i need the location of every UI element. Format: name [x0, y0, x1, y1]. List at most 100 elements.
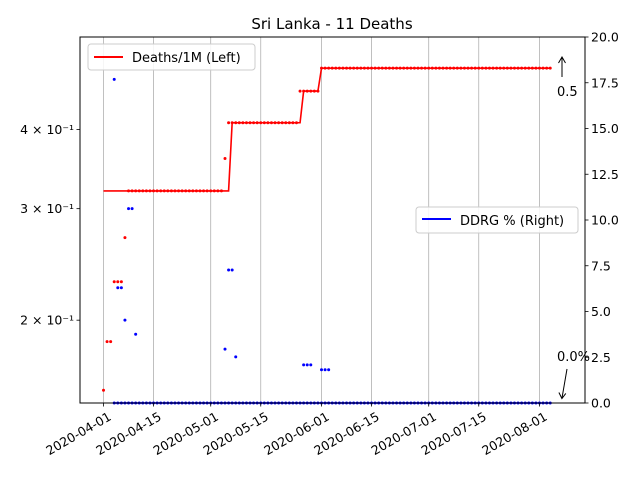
x-axis: 2020-04-012020-04-152020-05-012020-05-15…: [43, 403, 550, 458]
series-point-0: [362, 66, 366, 70]
series-point-0: [548, 66, 552, 70]
series-point-1: [323, 368, 327, 372]
series-point-1: [234, 355, 238, 359]
series-point-1: [302, 363, 306, 367]
series-point-0: [266, 121, 270, 125]
annotation-right-arrowhead: [558, 392, 567, 400]
series-point-1: [223, 347, 227, 351]
series-point-0: [398, 66, 402, 70]
series-point-0: [312, 89, 316, 93]
series-point-0: [480, 66, 484, 70]
legend-left-box: [87, 43, 256, 71]
series-point-0: [287, 121, 291, 125]
series-point-0: [409, 66, 413, 70]
y-left-tick-label: 4 × 10⁻¹: [20, 122, 74, 137]
series-point-0: [198, 189, 202, 193]
x-tick-label: 2020-08-01: [479, 409, 549, 458]
series-point-0: [173, 189, 177, 193]
annotation-right-arrow: [561, 368, 568, 399]
series-point-0: [209, 189, 213, 193]
series-point-0: [430, 66, 434, 70]
y-right-tick-label: 20.0: [591, 30, 619, 45]
legend-left: Deaths/1M (Left): [87, 43, 256, 71]
series-point-1: [130, 207, 134, 211]
series-point-0: [377, 66, 381, 70]
series-point-0: [470, 66, 474, 70]
series-point-0: [391, 66, 395, 70]
annotation-left-arrowhead: [558, 56, 566, 64]
series-point-0: [334, 66, 338, 70]
series-point-1: [116, 286, 120, 290]
series-point-0: [123, 236, 127, 240]
y-right-tick-label: 12.5: [591, 167, 619, 182]
series-point-0: [244, 121, 248, 125]
y-right-tick-label: 5.0: [591, 304, 611, 319]
series-point-0: [144, 189, 148, 193]
annotation-right-label: 0.0%: [557, 350, 590, 365]
series-point-0: [502, 66, 506, 70]
series-point-0: [302, 89, 306, 93]
series-point-0: [455, 66, 459, 70]
chart-title: Sri Lanka - 11 Deaths: [251, 15, 412, 33]
y-right-tick-label: 2.5: [591, 350, 611, 365]
legend-right: DDRG % (Right): [415, 206, 579, 234]
series-point-0: [259, 121, 263, 125]
y-right-tick-label: 15.0: [591, 121, 619, 136]
series-point-1: [112, 77, 116, 81]
y-axis-left: 4 × 10⁻¹ 3 × 10⁻¹ 2 × 10⁻¹: [20, 122, 80, 328]
series-point-1: [305, 363, 309, 367]
plot-series: [102, 66, 552, 405]
series-point-0: [520, 66, 524, 70]
series-point-1: [309, 363, 313, 367]
series-point-0: [534, 66, 538, 70]
series-point-0: [305, 89, 309, 93]
series-point-0: [505, 66, 509, 70]
series-point-0: [155, 189, 159, 193]
series-point-1: [123, 318, 127, 322]
series-line-0: [103, 67, 551, 192]
series-point-1: [230, 268, 234, 272]
series-point-0: [395, 66, 399, 70]
series-point-0: [191, 189, 195, 193]
y-right-tick-label: 7.5: [591, 258, 611, 273]
series-point-0: [130, 189, 134, 193]
y-right-tick-label: 0.0: [591, 396, 611, 411]
series-point-0: [373, 66, 377, 70]
series-point-0: [116, 280, 120, 284]
series-point-0: [345, 66, 349, 70]
series-point-0: [355, 66, 359, 70]
series-point-0: [327, 66, 331, 70]
y-left-tick-label: 3 × 10⁻¹: [20, 201, 74, 216]
series-point-0: [387, 66, 391, 70]
series-point-0: [273, 121, 277, 125]
series-point-0: [109, 340, 113, 344]
series-point-0: [437, 66, 441, 70]
series-point-0: [516, 66, 520, 70]
series-point-0: [166, 189, 170, 193]
series-point-0: [527, 66, 531, 70]
series-point-0: [269, 121, 273, 125]
series-point-0: [202, 189, 206, 193]
series-point-0: [255, 121, 259, 125]
annotation-left-label: 0.5: [557, 85, 578, 100]
series-point-0: [291, 121, 295, 125]
series-point-0: [320, 66, 323, 70]
annotation-left: 0.5: [557, 56, 578, 100]
series-point-0: [216, 189, 220, 193]
series-point-1: [119, 286, 123, 290]
series-point-0: [234, 121, 238, 125]
series-point-0: [434, 66, 438, 70]
series-point-0: [462, 66, 466, 70]
series-point-0: [112, 280, 116, 284]
series-point-1: [227, 268, 231, 272]
series-point-0: [473, 66, 477, 70]
series-point-0: [169, 189, 173, 193]
series-point-0: [445, 66, 449, 70]
series-point-0: [252, 121, 256, 125]
series-point-0: [448, 66, 452, 70]
series-point-0: [512, 66, 516, 70]
series-point-0: [384, 66, 388, 70]
y-right-tick-label: 10.0: [591, 213, 619, 228]
series-point-0: [148, 189, 152, 193]
series-point-0: [237, 121, 241, 125]
